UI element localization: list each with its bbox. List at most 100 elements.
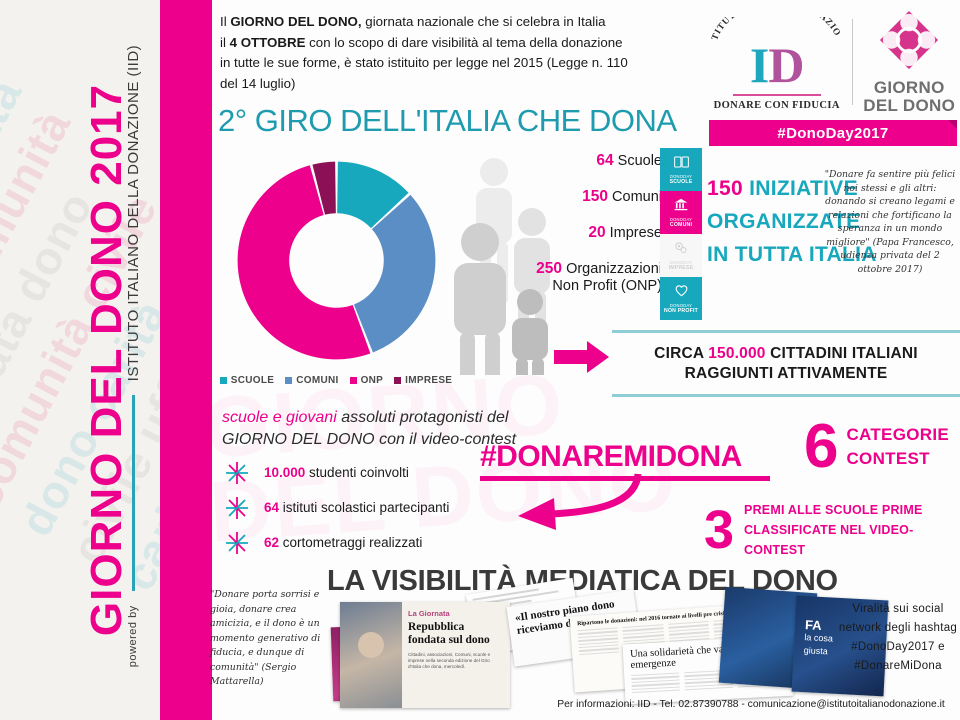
- iid-logo: ISTITUTO ITALIANO DONAZIONE ID DONARE CO…: [707, 0, 844, 111]
- legend-label: ONP: [360, 375, 384, 386]
- gdd-line2: DEL DONO: [863, 96, 956, 115]
- institute-label: ISTITUTO ITALIANO DELLA DONAZIONE (IID): [124, 44, 142, 382]
- bullet-text: 64 istituti scolastici partecipanti: [264, 500, 450, 515]
- iniziative-line2: ORGANIZZATE: [707, 210, 861, 233]
- stat-label2: Non Profit (ONP): [552, 278, 662, 294]
- section-headline: 2° GIRO DELL'ITALIA CHE DONA: [218, 103, 677, 138]
- badge-bottom-label: SCUOLE: [669, 178, 693, 185]
- svg-text:ISTITUTO ITALIANO DONAZIONE: ISTITUTO ITALIANO DONAZIONE: [711, 17, 843, 41]
- iniziative-number: 150: [707, 177, 743, 200]
- bullet-list: 10.000 studenti coinvolti 64 istituti sco…: [224, 455, 449, 560]
- stat-number: 20: [588, 224, 606, 241]
- scuole-lead-line2: GIORNO DEL DONO con il video-contest: [222, 431, 517, 448]
- badge-bottom-label: NON PROFIT: [664, 307, 698, 314]
- iid-letter-i: I: [749, 37, 769, 93]
- gdd-wordmark: GIORNO DEL DONO: [861, 79, 957, 115]
- logo-divider: [852, 19, 854, 105]
- mattarella-quote-attribution: (Sergio Mattarella): [210, 661, 297, 688]
- scuole-lead-rest: assoluti protagonisti del: [336, 409, 509, 426]
- logo-row: ISTITUTO ITALIANO DONAZIONE ID DONARE CO…: [707, 0, 957, 118]
- categorie-block: 6 CATEGORIE CONTEST: [804, 416, 949, 478]
- mattarella-quote: "Donare porta sorrisi e gioia, donare cr…: [210, 588, 328, 690]
- papa-francesco-quote: "Donare fa sentire più felici noi stessi…: [824, 168, 956, 276]
- badge-top-label: DONODAY: [669, 259, 693, 265]
- circa-line2: RAGGIUNTI ATTIVAMENTE: [684, 365, 888, 382]
- legend-item-imprese: IMPRESE: [394, 375, 452, 386]
- intro-l1-bold: GIORNO DEL DONO,: [230, 14, 362, 29]
- categorie-labels: CATEGORIE CONTEST: [846, 423, 949, 471]
- iid-letter-d: D: [768, 37, 804, 93]
- clipping-bodytext: Cittadini, associazioni, Comuni, scuole …: [408, 652, 491, 670]
- intro-paragraph: Il GIORNO DEL DONO, giornata nazionale c…: [220, 12, 710, 94]
- stat-item-imprese: 20 Imprese: [512, 224, 662, 242]
- stat-number: 250: [536, 260, 563, 277]
- categorie-line2: CONTEST: [846, 449, 930, 468]
- circa-banner: CIRCA 150.000 CITTADINI ITALIANI RAGGIUN…: [612, 330, 960, 397]
- scuole-lead-text: scuole e giovani assoluti protagonisti d…: [222, 407, 552, 451]
- clipping-photo: [340, 602, 402, 708]
- intro-l1-pre: Il: [220, 14, 231, 29]
- categorie-line1: CATEGORIE: [846, 425, 949, 444]
- donaremidona-hashtag: #DONAREMIDONA: [480, 440, 742, 473]
- stat-item-comuni: 150 Comuni: [512, 188, 662, 206]
- badge-bottom-label: COMUNI: [669, 221, 693, 228]
- circa-highlight: 150.000: [708, 345, 766, 362]
- iniziative-block: 150 INIZIATIVE ORGANIZZATE IN TUTTA ITAL…: [707, 172, 877, 271]
- legend-swatch: [349, 377, 357, 384]
- bullet-text: 62 cortometraggi realizzati: [264, 535, 423, 550]
- donaremidona-block: #DONAREMIDONA: [480, 440, 770, 530]
- powered-by-label: powered by: [127, 605, 139, 668]
- curved-arrow-icon: [518, 473, 642, 530]
- intro-l2-pre: il: [220, 34, 230, 50]
- asterisk-bullet-icon: [226, 461, 248, 484]
- asterisk-bullet-icon: [226, 496, 248, 519]
- clipping-headline: Repubblica fondata sul dono: [408, 621, 490, 646]
- premi-number: 3: [704, 500, 735, 560]
- badge-top-label: DONODAY: [669, 173, 693, 179]
- bullet-number: 64: [264, 500, 280, 515]
- press-clippings: La Giornata Repubblica fondata sul dono …: [330, 577, 892, 708]
- iniziative-word: INIZIATIVE: [749, 177, 858, 200]
- donut-slice-comuni: [353, 194, 435, 353]
- asterisk-bullet-icon: [226, 531, 248, 554]
- hashtag-banner: #DonoDay2017: [709, 120, 957, 146]
- legend-swatch: [285, 377, 293, 384]
- legend-item-scuole: SCUOLE: [219, 375, 275, 386]
- iid-underline: [732, 94, 821, 96]
- legend-label: COMUNI: [296, 375, 339, 386]
- gdd-line1: GIORNO: [873, 78, 945, 97]
- bullet-item: 62 cortometraggi realizzati: [224, 525, 449, 560]
- stat-label: Comuni: [612, 189, 662, 205]
- footer-contact: Per informazioni: IID - Tel. 02.87390788…: [557, 699, 945, 710]
- papa-quote-attribution: (Papa Francesco, udienza privata del 2 o…: [840, 236, 954, 275]
- premi-labels: PREMI ALLE SCUOLE PRIME CLASSIFICATE NEL…: [744, 500, 960, 560]
- diamond-flower-icon: [880, 10, 939, 70]
- stat-number: 150: [582, 188, 608, 205]
- stat-number: 64: [596, 152, 614, 169]
- iniziative-line1: 150 INIZIATIVE: [707, 172, 877, 205]
- badge-non-profit: DONODAY NON PROFIT: [660, 277, 702, 320]
- pink-accent-band: [160, 0, 212, 720]
- circa-line1: CIRCA 150.000 CITTADINI ITALIANI: [612, 344, 960, 364]
- legend-label: SCUOLE: [230, 375, 275, 386]
- intro-l3: in tutte le sue forme, è stato istituito…: [220, 55, 628, 70]
- premi-line1: PREMI ALLE SCUOLE PRIME: [744, 503, 923, 517]
- scuole-lead-pink: scuole e giovani: [222, 409, 337, 426]
- donut-chart: [237, 161, 435, 360]
- bullet-item: 64 istituti scolastici partecipanti: [224, 490, 449, 525]
- badge-top-label: DONODAY: [669, 216, 693, 222]
- mattarella-quote-text: "Donare porta sorrisi e gioia, donare cr…: [210, 589, 321, 673]
- people-silhouettes-icon: [454, 158, 550, 375]
- badge-imprese: DONODAY IMPRESE: [660, 234, 702, 277]
- donut-slice-imprese: [311, 161, 336, 215]
- viralita-text: Viralità sui social network degli hashta…: [838, 603, 958, 672]
- iid-arc-text: ISTITUTO ITALIANO DONAZIONE: [707, 0, 844, 41]
- clipping-kicker: La Giornata: [408, 609, 450, 618]
- badge-top-label: DONODAY: [669, 302, 693, 308]
- chart-legend: SCUOLE COMUNI ONP IMPRESE: [219, 375, 452, 386]
- legend-item-onp: ONP: [349, 375, 384, 386]
- intro-l4: del 14 luglio): [220, 75, 296, 91]
